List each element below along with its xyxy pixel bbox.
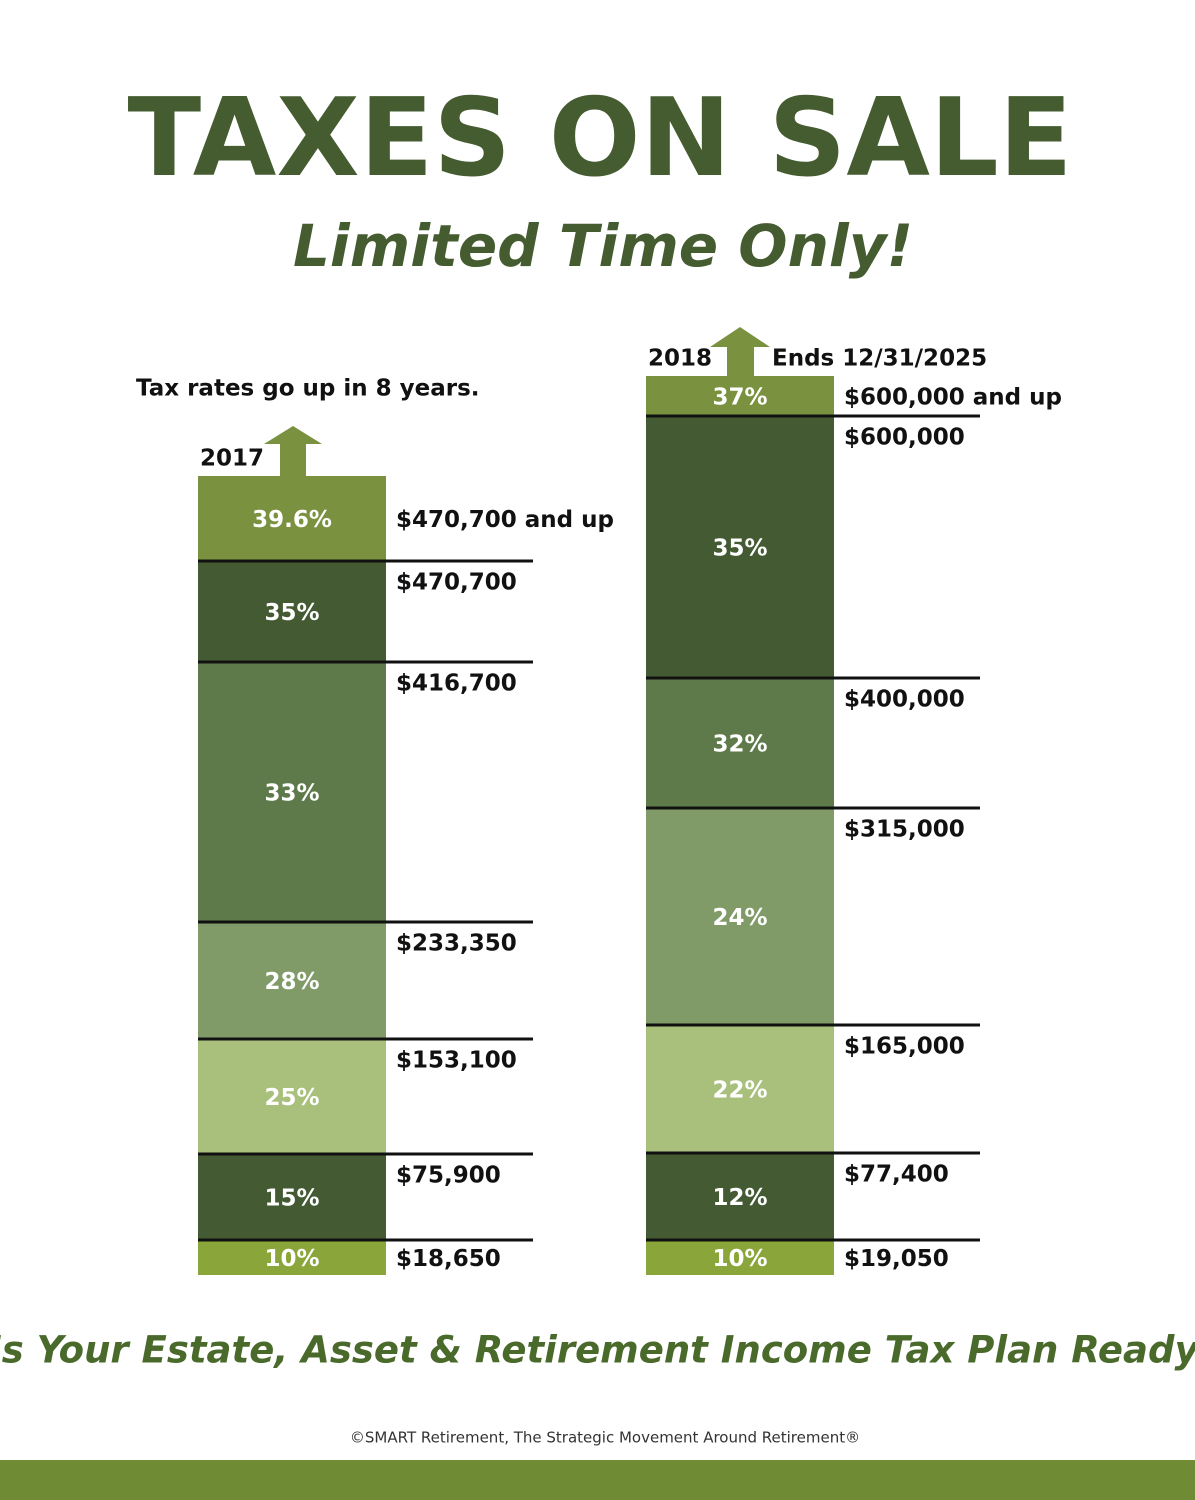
- bracket: [646, 416, 834, 678]
- bracket: [198, 922, 386, 1039]
- rate: 39.6%: [252, 507, 332, 533]
- bracket: [646, 376, 834, 416]
- threshold: $153,100: [396, 1048, 517, 1074]
- rate: 22%: [712, 1078, 767, 1104]
- rate: 35%: [712, 536, 767, 562]
- subtitle: Limited Time Only!: [293, 212, 913, 280]
- threshold: $600,000: [844, 425, 965, 451]
- bracket: [198, 662, 386, 922]
- question: Is Your Estate, Asset & Retirement Incom…: [0, 1329, 1195, 1372]
- bracket: [646, 1025, 834, 1153]
- bracket: [198, 1039, 386, 1154]
- rate: 10%: [712, 1246, 767, 1272]
- bracket: [198, 561, 386, 662]
- bracket: [646, 808, 834, 1025]
- threshold: $470,700: [396, 570, 517, 596]
- year: 2017: [200, 446, 264, 472]
- ends-note: Ends 12/31/2025: [772, 346, 987, 372]
- arrow: [710, 327, 770, 376]
- threshold: $470,700 and up: [396, 507, 614, 533]
- rate: 15%: [264, 1186, 319, 1212]
- rate: 25%: [264, 1085, 319, 1111]
- footer-bar: [0, 1460, 1195, 1500]
- rate: 12%: [712, 1185, 767, 1211]
- bracket: [198, 1154, 386, 1240]
- note: Tax rates go up in 8 years.: [136, 376, 480, 402]
- threshold: $400,000: [844, 687, 965, 713]
- rate: 10%: [264, 1246, 319, 1272]
- bracket: [646, 1153, 834, 1240]
- threshold: $19,050: [844, 1246, 949, 1272]
- threshold: $416,700: [396, 671, 517, 697]
- year: 2018: [648, 346, 712, 372]
- threshold: $77,400: [844, 1162, 949, 1188]
- threshold: $75,900: [396, 1163, 501, 1189]
- bracket: [198, 1240, 386, 1275]
- title: TAXES ON SALE: [127, 76, 1072, 201]
- rate: 24%: [712, 905, 767, 931]
- copyright: ©SMART Retirement, The Strategic Movemen…: [350, 1429, 860, 1447]
- rate: 33%: [264, 781, 319, 807]
- threshold: $165,000: [844, 1034, 965, 1060]
- rate: 35%: [264, 600, 319, 626]
- rate: 37%: [712, 385, 767, 411]
- threshold: $18,650: [396, 1246, 501, 1272]
- threshold: $233,350: [396, 931, 517, 957]
- threshold: $315,000: [844, 817, 965, 843]
- rate: 28%: [264, 969, 319, 995]
- threshold: $600,000 and up: [844, 385, 1062, 411]
- bracket: [646, 678, 834, 808]
- bracket: [198, 476, 386, 561]
- bracket: [646, 1240, 834, 1275]
- rate: 32%: [712, 732, 767, 758]
- arrow: [264, 426, 322, 476]
